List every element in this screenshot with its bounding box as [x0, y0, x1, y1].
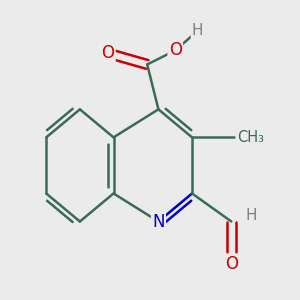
Text: N: N: [152, 212, 165, 230]
Text: O: O: [101, 44, 114, 62]
Text: H: H: [192, 23, 203, 38]
Text: O: O: [169, 41, 182, 59]
Text: H: H: [245, 208, 257, 224]
Text: CH₃: CH₃: [237, 130, 264, 145]
Text: O: O: [225, 255, 238, 273]
